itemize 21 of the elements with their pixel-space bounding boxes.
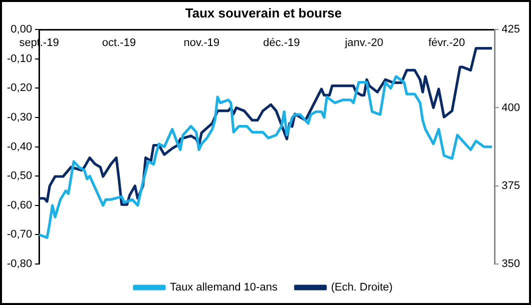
y-tick-label: -0,10 xyxy=(6,52,32,65)
y-tick-label: -0,30 xyxy=(6,112,32,124)
y-tick-label: -0,70 xyxy=(6,228,32,241)
y2-tick-label: 350 xyxy=(502,258,520,270)
legend-label: (Ech. Droite) xyxy=(330,282,393,294)
y-tick-label: -0,20 xyxy=(6,82,32,94)
y-tick-label: -0,80 xyxy=(6,258,32,270)
y2-tick-label: 400 xyxy=(502,102,520,114)
y2-tick-label: 425 xyxy=(502,24,520,36)
legend-label: Taux allemand 10-ans xyxy=(170,282,278,294)
x-tick-label: oct.-19 xyxy=(102,37,136,50)
y-tick-label: -0,50 xyxy=(6,170,32,182)
x-tick-label: nov.-19 xyxy=(184,37,220,50)
x-tick-label: févr.-20 xyxy=(428,37,466,50)
y-tick-label: 0,00 xyxy=(10,24,32,36)
x-tick-label: janv.-20 xyxy=(344,37,384,50)
y-tick-label: -0,60 xyxy=(6,199,32,212)
y-tick-label: -0,40 xyxy=(6,140,32,153)
y2-tick-label: 375 xyxy=(502,180,520,192)
x-tick-label: déc.-19 xyxy=(263,37,300,50)
chart-title: Taux souverain et bourse xyxy=(185,5,342,20)
